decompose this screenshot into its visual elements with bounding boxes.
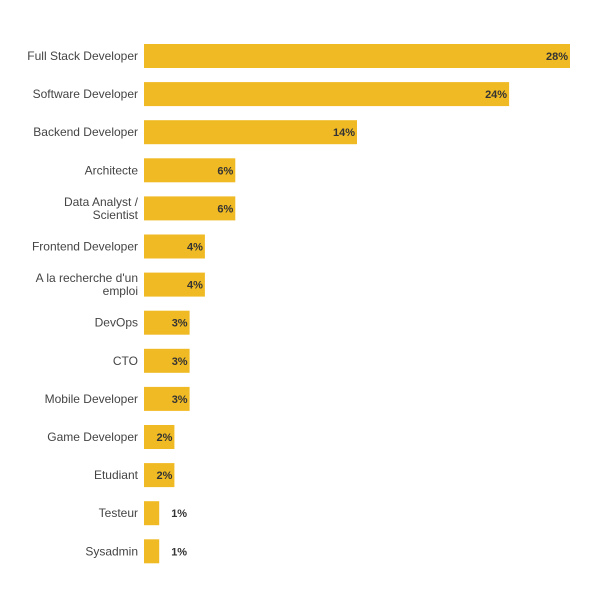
value-label: 28% [546, 51, 568, 63]
value-label: 3% [172, 394, 188, 406]
value-label: 24% [485, 89, 507, 101]
category-label: Sysadmin [85, 544, 138, 558]
category-label: Backend Developer [33, 125, 138, 139]
bar-10 [144, 425, 175, 449]
category-label-line: Testeur [99, 506, 138, 520]
category-label: Mobile Developer [45, 392, 138, 406]
category-labels-group: Full Stack Developer Software Developer Ba… [27, 49, 138, 558]
category-label: Etudiant [94, 468, 139, 482]
category-label-line: Data Analyst / [64, 195, 139, 209]
bar-2 [144, 120, 357, 145]
category-label-line: A la recherche d'un [36, 271, 138, 285]
category-label: Software Developer [33, 87, 138, 101]
value-label: 6% [217, 165, 233, 177]
bars-group [144, 44, 570, 564]
category-label: A la recherche d'un emploi [36, 271, 138, 298]
category-label-line: Game Developer [47, 430, 138, 444]
value-label: 2% [156, 470, 172, 482]
category-label: Architecte [85, 163, 139, 177]
value-label: 4% [187, 280, 203, 292]
bar-4 [144, 196, 236, 221]
value-label: 1% [171, 546, 187, 558]
bar-13 [144, 539, 160, 564]
category-label-line: Architecte [85, 163, 139, 177]
value-label: 6% [217, 203, 233, 215]
category-label-line: emploi [103, 284, 138, 298]
bar-9 [144, 386, 190, 411]
bar-6 [144, 272, 205, 297]
category-label: DevOps [95, 316, 138, 330]
category-label-line: Backend Developer [33, 125, 138, 139]
value-labels-group: 28% 24% 14% 6% 6% 4% 4% 3% 3% 3% 2% 2% 1% 1% [156, 51, 568, 558]
category-label: Full Stack Developer [27, 49, 138, 63]
value-label: 3% [172, 318, 188, 330]
category-label-line: Scientist [93, 208, 139, 222]
bar-7 [144, 310, 190, 335]
category-label-line: Mobile Developer [45, 392, 138, 406]
bar-1 [144, 82, 510, 107]
bar-11 [144, 463, 175, 488]
value-label: 14% [333, 127, 355, 139]
category-label-line: Frontend Developer [32, 240, 138, 254]
category-label-line: Full Stack Developer [27, 49, 138, 63]
bar-12 [144, 501, 160, 526]
value-label: 4% [187, 242, 203, 254]
bar-3 [144, 158, 236, 183]
category-label-line: Etudiant [94, 468, 139, 482]
bar-0 [144, 44, 570, 68]
category-label: Game Developer [47, 430, 138, 444]
category-label: Data Analyst / Scientist [64, 195, 139, 222]
category-label: CTO [113, 354, 138, 368]
bar-8 [144, 348, 190, 373]
bar-5 [144, 234, 205, 259]
category-label-line: DevOps [95, 316, 138, 330]
value-label: 3% [172, 356, 188, 368]
value-label: 1% [171, 508, 187, 520]
category-label: Frontend Developer [32, 240, 138, 254]
category-label-line: Software Developer [33, 87, 138, 101]
category-label-line: CTO [113, 354, 138, 368]
category-label-line: Sysadmin [85, 544, 138, 558]
category-label: Testeur [99, 506, 138, 520]
value-label: 2% [156, 432, 172, 444]
